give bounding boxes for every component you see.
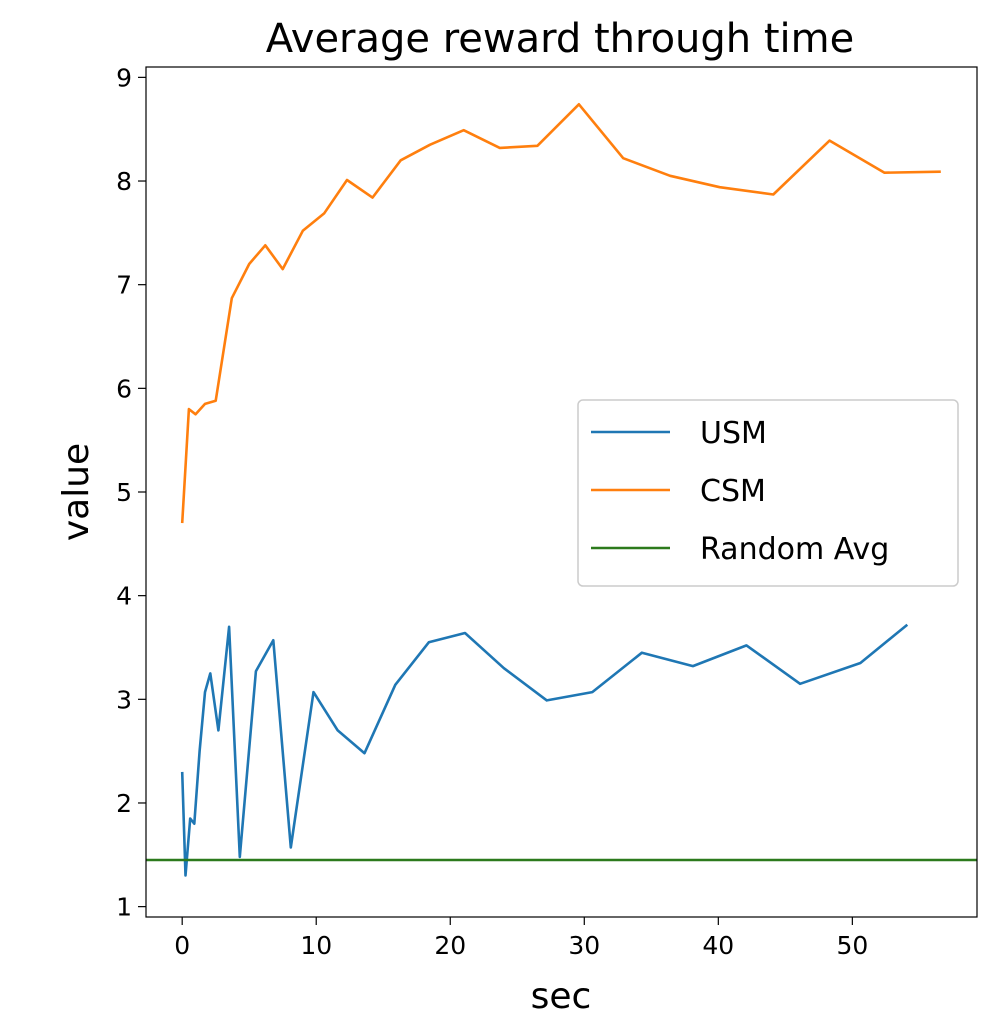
y-tick-label: 3	[116, 685, 132, 714]
y-tick-label: 7	[116, 271, 132, 300]
x-tick-label: 30	[568, 931, 600, 960]
x-tick-label: 40	[702, 931, 734, 960]
series-line-0	[180, 623, 909, 877]
series-line-1	[180, 103, 941, 524]
y-tick-label: 8	[116, 167, 132, 196]
x-tick-label: 20	[434, 931, 466, 960]
legend-label-1: CSM	[700, 474, 766, 509]
y-tick-label: 4	[116, 582, 132, 611]
legend-label-0: USM	[700, 416, 767, 451]
series-layer	[146, 103, 977, 877]
y-axis-label: value	[56, 443, 97, 541]
legend-label-2: Random Avg	[700, 532, 889, 567]
x-tick-label: 0	[174, 931, 190, 960]
y-tick-label: 5	[116, 478, 132, 507]
y-tick-label: 6	[116, 374, 132, 403]
legend-box	[577, 399, 959, 587]
legend: USM CSM Random Avg	[577, 399, 959, 587]
y-tick-label: 1	[116, 893, 132, 922]
y-tick-label: 2	[116, 789, 132, 818]
x-tick-label: 10	[300, 931, 332, 960]
axes-layer: 0 10 20 30 40 50 1 2 3 4 5 6 7 8 9	[116, 63, 978, 960]
x-tick-label: 50	[836, 931, 868, 960]
y-tick-label: 9	[116, 63, 132, 92]
chart-title: Average reward through time	[266, 16, 854, 62]
x-axis-label: sec	[531, 976, 592, 1017]
